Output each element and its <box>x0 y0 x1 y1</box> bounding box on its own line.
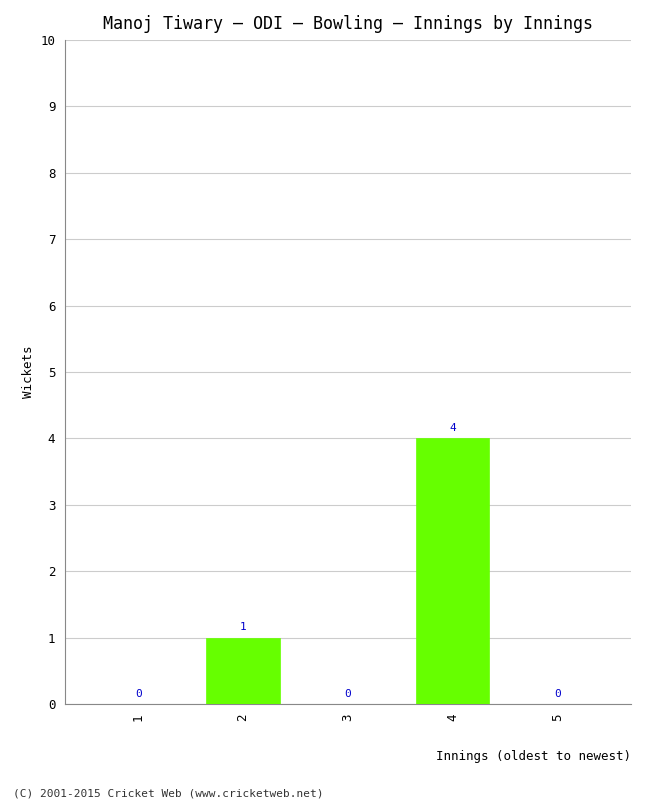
Y-axis label: Wickets: Wickets <box>21 346 34 398</box>
Text: 4: 4 <box>449 423 456 433</box>
Text: 0: 0 <box>135 689 142 698</box>
Text: Innings (oldest to newest): Innings (oldest to newest) <box>436 750 630 763</box>
Text: 0: 0 <box>344 689 351 698</box>
Text: 0: 0 <box>554 689 560 698</box>
Text: 1: 1 <box>240 622 246 632</box>
Text: (C) 2001-2015 Cricket Web (www.cricketweb.net): (C) 2001-2015 Cricket Web (www.cricketwe… <box>13 788 324 798</box>
Title: Manoj Tiwary – ODI – Bowling – Innings by Innings: Manoj Tiwary – ODI – Bowling – Innings b… <box>103 15 593 33</box>
Bar <box>207 638 280 704</box>
Bar <box>416 438 489 704</box>
